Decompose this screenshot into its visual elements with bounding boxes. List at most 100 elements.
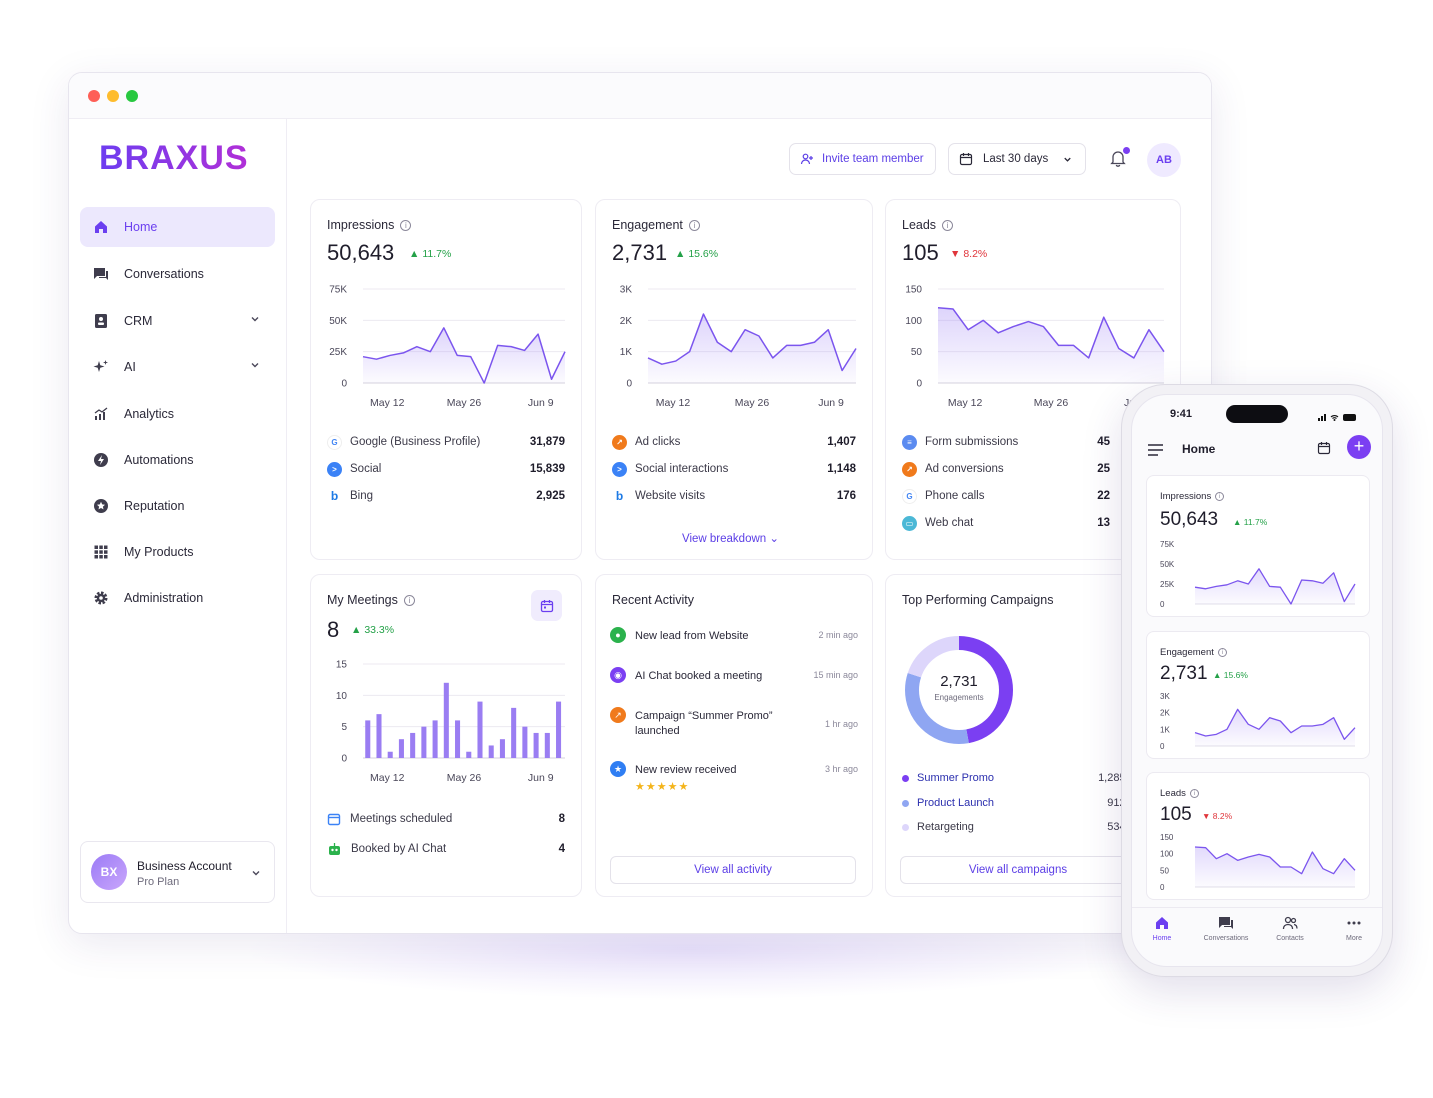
meetings-value: 8 bbox=[327, 617, 340, 642]
contacts-icon bbox=[92, 312, 110, 330]
grid-icon bbox=[92, 543, 110, 561]
sidebar-item-administration[interactable]: Administration bbox=[80, 578, 275, 618]
hamburger-menu-icon[interactable] bbox=[1148, 443, 1163, 461]
activity-text: AI Chat booked a meeting bbox=[635, 670, 763, 682]
series-line bbox=[1194, 846, 1356, 875]
close-window-button[interactable] bbox=[88, 90, 100, 102]
phone-impressions-chart: 75K 50K 25K 0 bbox=[1160, 540, 1356, 609]
add-button[interactable]: + bbox=[1347, 435, 1371, 459]
add-user-icon bbox=[800, 152, 814, 166]
calendar-icon[interactable] bbox=[1317, 441, 1331, 460]
y-tick-label: 2K bbox=[620, 316, 633, 327]
info-icon[interactable]: i bbox=[1215, 492, 1225, 501]
row-label: Social interactions bbox=[635, 463, 729, 475]
bar bbox=[410, 732, 416, 758]
info-icon[interactable]: i bbox=[1189, 789, 1199, 798]
info-icon[interactable]: i bbox=[400, 219, 412, 231]
x-tick-label: May 26 bbox=[735, 397, 770, 409]
robot-icon bbox=[327, 842, 342, 857]
sidebar-item-ai[interactable]: AI bbox=[80, 347, 275, 387]
series-line bbox=[937, 307, 1165, 359]
chat-icon bbox=[1219, 917, 1233, 929]
sidebar-item-my-products[interactable]: My Products bbox=[80, 532, 275, 572]
info-icon[interactable]: i bbox=[688, 219, 700, 231]
y-tick-label: 0 bbox=[341, 379, 347, 390]
invite-team-member-button[interactable]: Invite team member bbox=[789, 143, 936, 175]
account-switcher[interactable]: BX Business Account Pro Plan bbox=[80, 841, 275, 903]
date-range-select[interactable]: Last 30 days bbox=[948, 143, 1086, 175]
engagement-delta: ▲ 15.6% bbox=[1213, 670, 1248, 680]
tab-contacts[interactable]: Contacts bbox=[1260, 915, 1320, 942]
sidebar-item-automations[interactable]: Automations bbox=[80, 440, 275, 480]
y-tick-label: 100 bbox=[1160, 850, 1174, 859]
y-tick-label: 0 bbox=[341, 754, 347, 765]
y-tick-label: 0 bbox=[1160, 742, 1165, 751]
row-label: Ad clicks bbox=[635, 436, 681, 448]
recent-activity-title: Recent Activity bbox=[612, 593, 694, 607]
sidebar-item-label: Conversations bbox=[124, 267, 204, 281]
sidebar-item-reputation[interactable]: Reputation bbox=[80, 486, 275, 526]
delta-value: 15.6% bbox=[1223, 670, 1248, 680]
phone-icon: G bbox=[902, 488, 917, 504]
leads-title: Leads bbox=[1160, 788, 1186, 799]
info-icon[interactable]: i bbox=[403, 594, 415, 606]
y-tick-label: 15 bbox=[336, 660, 348, 671]
calendar-button[interactable] bbox=[531, 590, 562, 621]
area-fill bbox=[938, 307, 1164, 383]
y-tick-label: 0 bbox=[626, 379, 632, 390]
bar bbox=[522, 726, 528, 758]
donut-center-value: 2,731 bbox=[940, 673, 978, 690]
website-icon: b bbox=[612, 488, 627, 504]
tab-bar-divider bbox=[1132, 907, 1382, 908]
notifications-bell-icon[interactable] bbox=[1109, 149, 1127, 172]
y-tick-label: 75K bbox=[329, 285, 347, 296]
sidebar-item-crm[interactable]: CRM bbox=[80, 301, 275, 341]
social-icon: > bbox=[612, 461, 627, 477]
card-title: Impressions i bbox=[327, 218, 412, 232]
tab-more[interactable]: More bbox=[1324, 915, 1382, 942]
more-icon bbox=[1347, 921, 1361, 925]
campaign-name: Product Launch bbox=[917, 797, 995, 809]
phone-screen: 9:41 Home + Impressions i 50,643 ▲ 11.7% … bbox=[1131, 394, 1383, 967]
view-all-activity-button[interactable]: View all activity bbox=[610, 856, 856, 884]
view-breakdown-link[interactable]: View breakdown ⌄ bbox=[682, 531, 779, 545]
chevron-down-icon[interactable] bbox=[249, 313, 261, 328]
phone-impressions-card: Impressions i 50,643 ▲ 11.7% 75K 50K 25K 0 bbox=[1146, 475, 1370, 617]
tab-home[interactable]: Home bbox=[1132, 915, 1192, 942]
source-row: b Bing 2,925 bbox=[327, 487, 565, 505]
meetings-card: My Meetings i 8 ▲ 33.3% 15 10 5 0 May 12 May 2… bbox=[310, 574, 582, 897]
phone-mockup: 9:41 Home + Impressions i 50,643 ▲ 11.7% … bbox=[1121, 384, 1393, 977]
bar bbox=[376, 714, 382, 758]
info-icon[interactable]: i bbox=[1217, 648, 1227, 657]
x-tick-label: Jun 9 bbox=[528, 397, 554, 409]
tab-label: Contacts bbox=[1276, 935, 1304, 942]
bar bbox=[432, 720, 438, 758]
sidebar-item-home[interactable]: Home bbox=[80, 207, 275, 247]
user-avatar[interactable]: AB bbox=[1147, 143, 1181, 177]
row-label: Web chat bbox=[925, 517, 974, 529]
info-icon[interactable]: i bbox=[942, 219, 954, 231]
google-icon: G bbox=[327, 434, 342, 450]
braxus-logo[interactable]: BRAXUS bbox=[99, 139, 249, 177]
tab-conversations[interactable]: Conversations bbox=[1196, 915, 1256, 942]
maximize-window-button[interactable] bbox=[126, 90, 138, 102]
bar bbox=[556, 701, 562, 758]
sidebar-item-analytics[interactable]: Analytics bbox=[80, 394, 275, 434]
area-fill bbox=[1195, 568, 1355, 604]
chevron-down-icon[interactable] bbox=[249, 359, 261, 374]
sidebar-item-conversations[interactable]: Conversations bbox=[80, 254, 275, 294]
bar bbox=[398, 739, 404, 758]
chevron-down-icon: ⌄ bbox=[769, 533, 780, 545]
sidebar-item-label: Reputation bbox=[124, 499, 185, 513]
desktop-window: BRAXUS Home Conversations CRM AI Analyti… bbox=[68, 72, 1212, 934]
row-label: Google (Business Profile) bbox=[350, 436, 481, 448]
ad-clicks-icon: ↗ bbox=[612, 434, 627, 450]
sidebar-item-label: CRM bbox=[124, 314, 153, 328]
y-tick-label: 0 bbox=[916, 379, 922, 390]
rating-stars: ★★★★★ bbox=[635, 781, 690, 793]
minimize-window-button[interactable] bbox=[107, 90, 119, 102]
row-value: 45 bbox=[1097, 436, 1110, 448]
view-all-campaigns-button[interactable]: View all campaigns bbox=[900, 856, 1136, 884]
y-tick-label: 2K bbox=[1160, 709, 1170, 718]
donut-slice bbox=[905, 636, 1013, 744]
